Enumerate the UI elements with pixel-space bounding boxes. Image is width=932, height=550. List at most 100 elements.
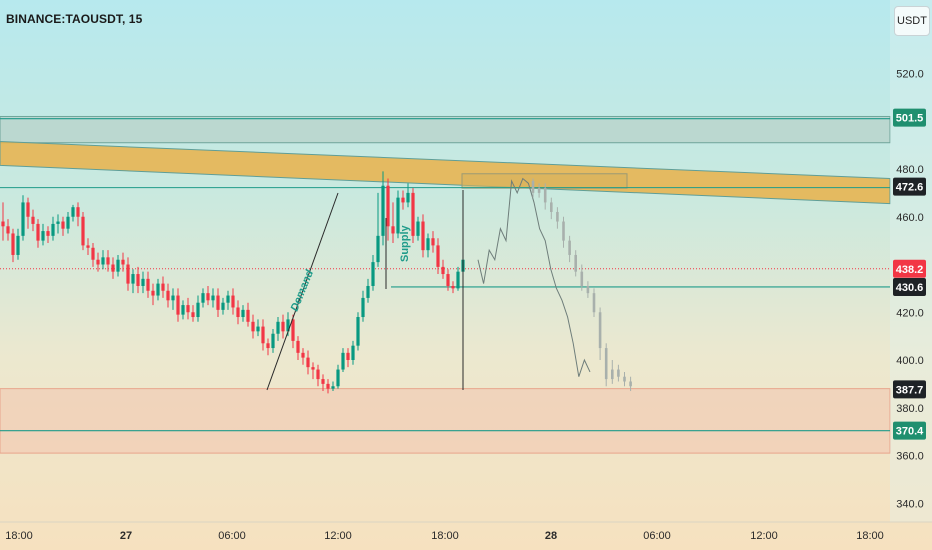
candle-body [266, 343, 270, 349]
projection-layer [477, 177, 632, 392]
candle-body [441, 266, 445, 275]
candle-body [346, 352, 350, 360]
projection-candle-body [550, 202, 553, 212]
candle-body [286, 319, 290, 332]
projection-candle-body [568, 240, 571, 255]
candle-body [131, 274, 135, 284]
candle-body [11, 233, 15, 255]
candle-body [306, 357, 310, 368]
candle-body [151, 290, 155, 296]
candle-body [206, 293, 210, 301]
time-tick-label: 28 [545, 530, 557, 542]
time-tick-label: 18:00 [5, 530, 33, 542]
candle-body [376, 235, 380, 263]
price-tick-label: 420.0 [896, 307, 924, 319]
candle-body [36, 223, 40, 241]
time-tick-label: 06:00 [643, 530, 671, 542]
candle-body [336, 369, 340, 387]
projection-candle-body [629, 381, 632, 387]
candle-body [111, 264, 115, 272]
price-tick-label: 460.0 [896, 212, 924, 224]
candle-body [46, 231, 50, 236]
candle-body [106, 257, 110, 265]
candle-body [381, 185, 385, 236]
candle-body [241, 309, 245, 318]
price-badge-label: 438.2 [896, 264, 924, 276]
candle-body [191, 312, 195, 318]
candle-body [101, 257, 105, 265]
target-box [461, 173, 628, 189]
time-tick-label: 12:00 [750, 530, 778, 542]
candle-body [296, 340, 300, 353]
candle-body [26, 202, 30, 217]
projection-candle-body [611, 369, 614, 380]
candle-body [456, 271, 460, 289]
candle-body [86, 245, 90, 248]
candle-body [271, 333, 275, 349]
candle-body [161, 283, 165, 291]
candle-body [246, 309, 250, 322]
candle-body [141, 278, 145, 286]
candle-body [416, 221, 420, 236]
candle-body [326, 383, 330, 389]
candle-body [276, 321, 280, 334]
candle-body [116, 259, 120, 272]
candle-body [61, 221, 65, 229]
price-badge [893, 259, 926, 278]
candle-body [226, 295, 230, 303]
candle-body [406, 192, 410, 203]
price-tick-label: 340.0 [896, 498, 924, 510]
candle-body [81, 216, 85, 246]
candle-body [221, 302, 225, 310]
price-tick-label: 520.0 [896, 69, 924, 81]
candle-body [211, 295, 215, 301]
candle-body [321, 379, 325, 384]
candle-body [166, 290, 170, 301]
candle-body [401, 197, 405, 203]
projection-path [477, 177, 591, 377]
projection-candle-body [543, 188, 547, 203]
candle-body [146, 278, 150, 291]
candle-body [71, 207, 75, 217]
projection-candle-body [531, 180, 535, 193]
candle-body [1, 221, 5, 227]
projection-candle-body [617, 369, 620, 377]
projection-candle-body [592, 293, 596, 313]
time-tick-label: 12:00 [324, 530, 352, 542]
candle-body [6, 226, 10, 234]
candle-body [66, 216, 70, 229]
price-tick-label: 400.0 [896, 355, 924, 367]
candle-body [446, 274, 450, 286]
candle-body [181, 305, 185, 315]
price-badge-label: 501.5 [896, 113, 924, 125]
price-badge-label: 472.6 [896, 182, 924, 194]
candle-body [136, 274, 140, 286]
price-badge [893, 177, 926, 196]
price-badge [893, 277, 926, 296]
projection-candle-body [580, 271, 584, 286]
levels-layer [0, 118, 890, 432]
price-badge [893, 380, 926, 399]
symbol-title: BINANCE:TAOUSDT, 15 [6, 12, 143, 26]
currency-button[interactable]: USDT [894, 6, 930, 36]
candle-body [436, 245, 440, 267]
candle-body [426, 238, 430, 251]
candle-body [331, 386, 335, 389]
candle-body [351, 345, 355, 360]
resistance-zone [0, 115, 891, 144]
candle-body [261, 326, 265, 344]
projection-candle-body [537, 188, 541, 193]
candle-body [21, 202, 25, 236]
price-badge [893, 421, 926, 440]
time-axis: 18:00 27 06:00 12:00 18:00 28 06:00 12:00 18:00 [0, 521, 932, 542]
projection-candle-body [574, 254, 577, 272]
drawings-layer: Demand Supply [266, 190, 464, 391]
price-tick-label: 360.0 [896, 451, 924, 463]
projection-candle-body [623, 376, 626, 382]
time-tick-label: 18:00 [856, 530, 884, 542]
projection-candle-body [598, 312, 602, 349]
candle-body [96, 259, 100, 265]
price-badge-label: 370.4 [896, 426, 924, 438]
